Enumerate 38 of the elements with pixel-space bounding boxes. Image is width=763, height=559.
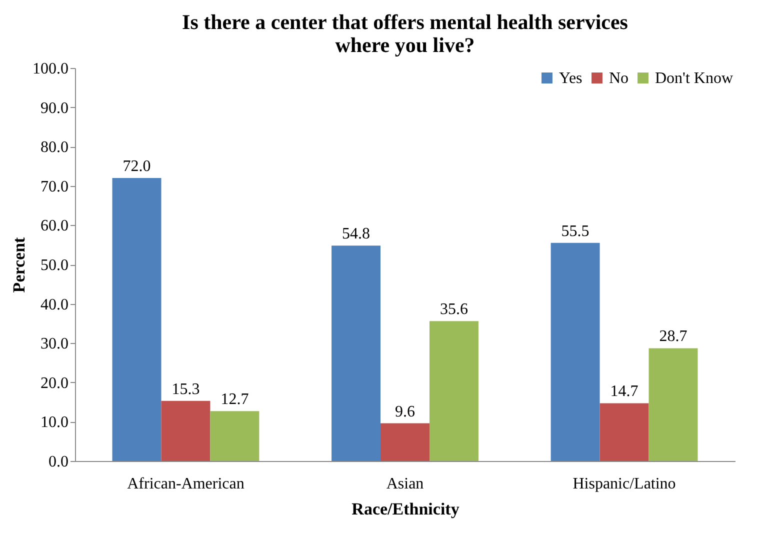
- data-label: 12.7: [220, 391, 249, 408]
- x-axis-title: Race/Ethnicity: [352, 500, 460, 518]
- bar: [429, 321, 478, 461]
- x-tick-label: African-American: [127, 476, 244, 492]
- y-tick-label: 50.0: [40, 257, 68, 274]
- x-tick-label: Hispanic/Latino: [572, 476, 676, 492]
- x-tick-label: Asian: [386, 476, 424, 492]
- y-tick-label: 60.0: [40, 218, 68, 235]
- data-label: 15.3: [172, 380, 200, 398]
- data-label: 35.6: [440, 301, 468, 318]
- chart-title: Is there a center that offers mental health services where you live?: [182, 10, 628, 57]
- y-tick-label: 100.0: [32, 60, 68, 78]
- bar: [161, 400, 210, 461]
- bar: [332, 246, 381, 461]
- y-tick-label: 80.0: [40, 139, 68, 156]
- data-label: 54.8: [342, 226, 370, 243]
- bar: [112, 178, 162, 461]
- y-tick-label: 10.0: [40, 414, 68, 432]
- data-label: 55.5: [561, 222, 590, 240]
- legend-label: No: [609, 70, 629, 87]
- bar: [648, 348, 698, 461]
- data-label: 9.6: [395, 403, 415, 420]
- y-tick-label: 40.0: [40, 296, 68, 314]
- y-tick-label: 30.0: [40, 336, 68, 353]
- y-tick-label: 70.0: [40, 178, 68, 196]
- data-label: 14.7: [610, 383, 638, 400]
- bar: [600, 403, 649, 461]
- y-axis-title: Percent: [10, 236, 28, 293]
- y-tick-label: 0.0: [48, 454, 68, 470]
- y-tick-label: 90.0: [40, 100, 68, 117]
- bar: [380, 423, 430, 461]
- y-tick-label: 20.0: [40, 374, 68, 392]
- legend-label: Don't Know: [655, 70, 734, 87]
- bar: [210, 411, 260, 461]
- legend-label: Yes: [559, 70, 582, 87]
- data-label: 28.7: [659, 328, 688, 346]
- bar: [550, 242, 600, 461]
- data-label: 72.0: [122, 158, 151, 176]
